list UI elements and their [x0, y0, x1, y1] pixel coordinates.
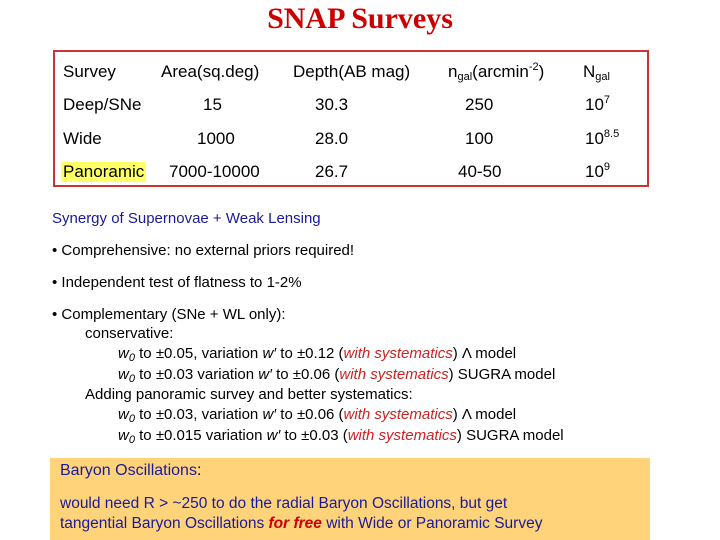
baryon-oscillations-box: Baryon Oscillations: would need R > ~250… — [50, 458, 650, 540]
for-free-emphasis: for free — [268, 515, 322, 532]
row-area: 1000 — [197, 129, 235, 148]
header-Ngal: Ngal — [583, 62, 610, 83]
adding-panoramic-label: Adding panoramic survey and better syste… — [85, 386, 413, 403]
bullet-flatness: • Independent test of flatness to 1-2% — [52, 274, 302, 291]
row-ngal: 100 — [465, 129, 494, 148]
row-Ngal: 107 — [585, 94, 611, 115]
row-Ngal: 109 — [585, 161, 611, 182]
constraint-line: w0 to ±0.05, variation w′ to ±0.12 (with… — [118, 345, 517, 364]
row-depth: 30.3 — [315, 95, 349, 114]
constraint-line: w0 to ±0.03, variation w′ to ±0.06 (with… — [118, 406, 517, 425]
slide-title: SNAP Surveys — [267, 2, 453, 35]
baryon-title: Baryon Oscillations: — [60, 462, 202, 479]
row-depth: 28.0 — [315, 129, 349, 148]
header-survey: Survey — [63, 62, 116, 81]
row-area: 7000-10000 — [169, 162, 260, 181]
row-area: 15 — [203, 95, 222, 114]
row-survey-name: Deep/SNe — [63, 95, 142, 114]
survey-table: Survey Area(sq.deg) Depth(AB mag) ngal(a… — [53, 50, 649, 187]
header-depth: Depth(AB mag) — [293, 62, 411, 81]
row-depth: 26.7 — [315, 162, 349, 181]
synergy-heading: Synergy of Supernovae + Weak Lensing — [52, 210, 321, 227]
row-Ngal: 108.5 — [585, 128, 620, 149]
row-survey-name-highlighted: Panoramic — [61, 162, 147, 182]
row-ngal: 250 — [465, 95, 494, 114]
baryon-text: would need R > ~250 to do the radial Bar… — [60, 495, 543, 532]
constraint-line: w0 to ±0.015 variation w′ to ±0.03 (with… — [118, 427, 564, 446]
bullet-complementary: • Complementary (SNe + WL only): — [52, 306, 286, 323]
row-ngal: 40-50 — [458, 162, 502, 181]
conservative-label: conservative: — [85, 325, 174, 342]
bullet-comprehensive: • Comprehensive: no external priors requ… — [52, 242, 355, 259]
header-ngal: ngal(arcmin-2) — [448, 61, 545, 83]
header-area: Area(sq.deg) — [161, 62, 260, 81]
row-survey-name: Wide — [63, 129, 102, 148]
constraint-line: w0 to ±0.03 variation w′ to ±0.06 (with … — [118, 366, 556, 385]
